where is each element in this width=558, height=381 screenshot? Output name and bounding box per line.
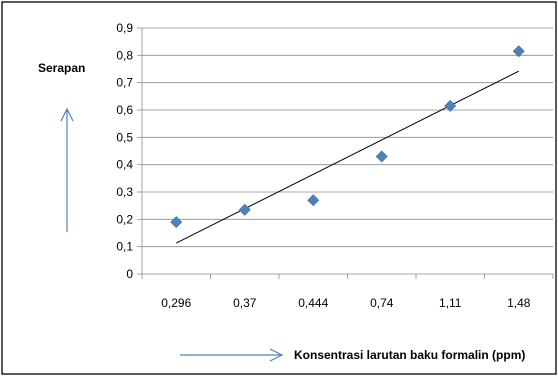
data-point-marker (375, 150, 388, 163)
x-tick-label: 0,37 (233, 296, 257, 310)
y-tick-label: 0,2 (116, 212, 133, 226)
chart-border (1, 1, 557, 375)
data-points (170, 45, 525, 228)
data-point-marker (307, 194, 320, 207)
y-tick-labels: 0 0,1 0,2 0,3 0,4 0,5 0,6 0,7 0,8 0,9 (116, 21, 133, 281)
y-tick-label: 0,7 (116, 76, 133, 90)
y-tick-label: 0,8 (116, 48, 133, 62)
trendline-layer (176, 70, 519, 244)
y-tick-label: 0,9 (116, 21, 133, 35)
y-tick-label: 0,1 (116, 240, 133, 254)
x-tick-label: 0,296 (161, 296, 191, 310)
data-point-marker (238, 203, 251, 216)
x-tick-label: 1,11 (439, 296, 462, 310)
data-point-marker (170, 216, 183, 228)
y-arrow-icon (60, 107, 74, 232)
x-tick-label: 1,48 (507, 296, 531, 310)
gridlines (137, 27, 553, 275)
x-tick-label: 0,444 (298, 296, 328, 310)
y-tick-label: 0,5 (116, 130, 133, 144)
x-arrow-icon (180, 348, 284, 362)
x-axis: 0,296 0,37 0,444 0,74 1,11 1,48 (141, 28, 554, 310)
data-point-marker (512, 45, 525, 58)
y-tick-label: 0,6 (116, 103, 133, 117)
y-tick-label: 0,4 (116, 158, 133, 172)
y-axis-title: Serapan (38, 61, 85, 75)
x-tick-label: 0,74 (370, 296, 394, 310)
data-point-marker (444, 99, 457, 112)
x-axis-title: Konsentrasi larutan baku formalin (ppm) (294, 348, 525, 362)
y-tick-label: 0 (126, 267, 133, 281)
trendline (176, 70, 519, 244)
y-tick-label: 0,3 (116, 185, 133, 199)
